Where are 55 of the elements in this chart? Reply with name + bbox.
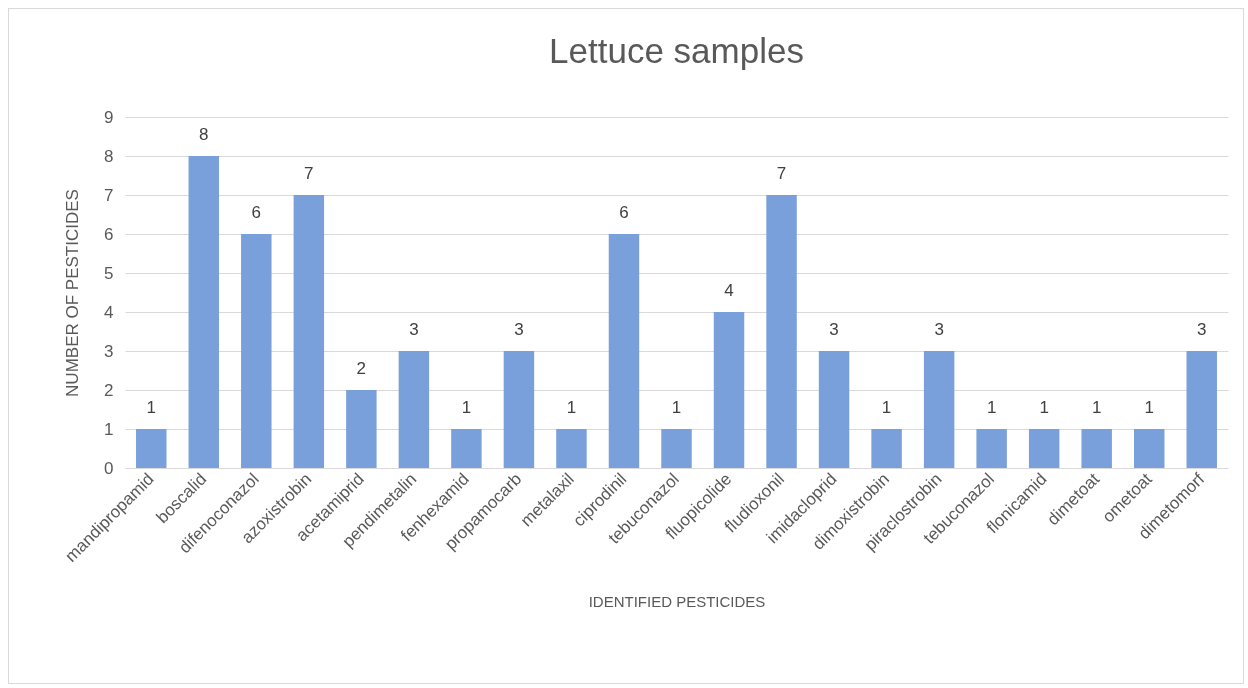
data-label: 1	[146, 398, 156, 417]
bar	[1133, 429, 1165, 468]
bar	[556, 429, 587, 468]
bar	[451, 429, 482, 468]
y-axis-title: NUMBER OF PESTICIDES	[63, 189, 83, 397]
data-label: 1	[1039, 398, 1049, 417]
data-label: 8	[199, 125, 209, 144]
data-label: 7	[304, 164, 314, 183]
y-tick-label: 2	[104, 380, 114, 400]
bar	[293, 195, 325, 468]
bar	[503, 351, 535, 468]
x-axis-title: IDENTIFIED PESTICIDES	[588, 593, 766, 611]
y-tick-label: 8	[104, 146, 114, 166]
data-label: 3	[514, 320, 524, 339]
bar	[766, 195, 797, 468]
data-label: 1	[461, 398, 472, 417]
y-tick-label: 0	[104, 458, 114, 478]
chart-title: Lettuce samples	[549, 31, 804, 70]
bar	[1081, 429, 1112, 468]
y-tick-label: 4	[104, 302, 114, 322]
data-label: 1	[1091, 398, 1102, 417]
bar	[188, 156, 220, 468]
data-label: 2	[356, 359, 367, 378]
data-label: 1	[1144, 398, 1154, 417]
data-label: 6	[251, 203, 262, 222]
bar	[398, 351, 430, 468]
bar	[136, 429, 167, 468]
data-label: 6	[619, 203, 629, 222]
bar	[661, 429, 692, 468]
y-tick-label: 9	[104, 107, 114, 127]
bar	[346, 390, 377, 468]
data-label: 3	[934, 320, 944, 339]
data-label: 4	[724, 281, 734, 300]
bar	[923, 351, 955, 468]
bar	[1186, 351, 1217, 468]
y-tick-label: 3	[104, 341, 114, 361]
data-label: 3	[829, 320, 839, 339]
data-label: 1	[881, 398, 892, 417]
bar	[1028, 429, 1060, 468]
data-label: 1	[566, 398, 577, 417]
bar	[241, 234, 272, 468]
y-tick-label: 1	[104, 419, 114, 439]
bar	[818, 351, 850, 468]
bar	[608, 234, 640, 468]
bar	[976, 429, 1007, 468]
bar	[871, 429, 902, 468]
data-label: 7	[776, 164, 787, 183]
y-tick-label: 7	[104, 185, 114, 205]
data-label: 1	[671, 398, 682, 417]
data-label: 3	[1197, 320, 1207, 339]
bar	[713, 312, 745, 468]
y-tick-label: 6	[104, 224, 114, 244]
y-tick-label: 5	[104, 263, 114, 283]
data-label: 1	[986, 398, 997, 417]
data-label: 3	[409, 320, 419, 339]
